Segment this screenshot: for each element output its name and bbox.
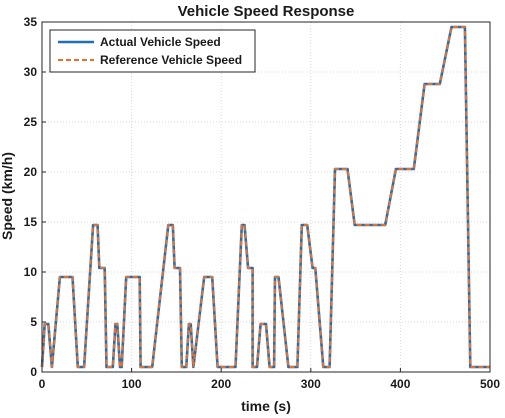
legend-label-actual: Actual Vehicle Speed <box>100 35 221 49</box>
y-tick-label: 20 <box>24 165 38 179</box>
series-line-actual <box>40 25 490 369</box>
y-tick-label: 30 <box>24 65 38 79</box>
y-tick-label: 25 <box>24 115 38 129</box>
y-tick-label: 5 <box>30 315 37 329</box>
legend-box <box>49 29 256 73</box>
x-tick-label: 400 <box>390 377 410 391</box>
plot-background <box>42 22 490 372</box>
chart-title: Vehicle Speed Response <box>178 3 355 20</box>
x-tick-label: 500 <box>480 377 500 391</box>
series-layer <box>40 25 490 369</box>
y-tick-label: 35 <box>24 15 38 29</box>
plot-frame <box>41 21 491 373</box>
y-tick-label: 15 <box>24 215 38 229</box>
x-axis-label: time (s) <box>241 398 291 414</box>
legend: Actual Vehicle Speed Reference Vehicle S… <box>49 29 256 73</box>
axis-ticks <box>41 21 491 373</box>
y-tick-label: 10 <box>24 265 38 279</box>
x-tick-label: 0 <box>39 377 46 391</box>
x-tick-label: 100 <box>122 377 142 391</box>
y-tick-label: 0 <box>30 365 37 379</box>
plot-area <box>40 21 491 373</box>
y-axis-label: Speed (km/h) <box>0 152 15 240</box>
x-tick-label: 200 <box>211 377 231 391</box>
x-tick-label: 300 <box>301 377 321 391</box>
legend-label-reference: Reference Vehicle Speed <box>100 53 242 67</box>
